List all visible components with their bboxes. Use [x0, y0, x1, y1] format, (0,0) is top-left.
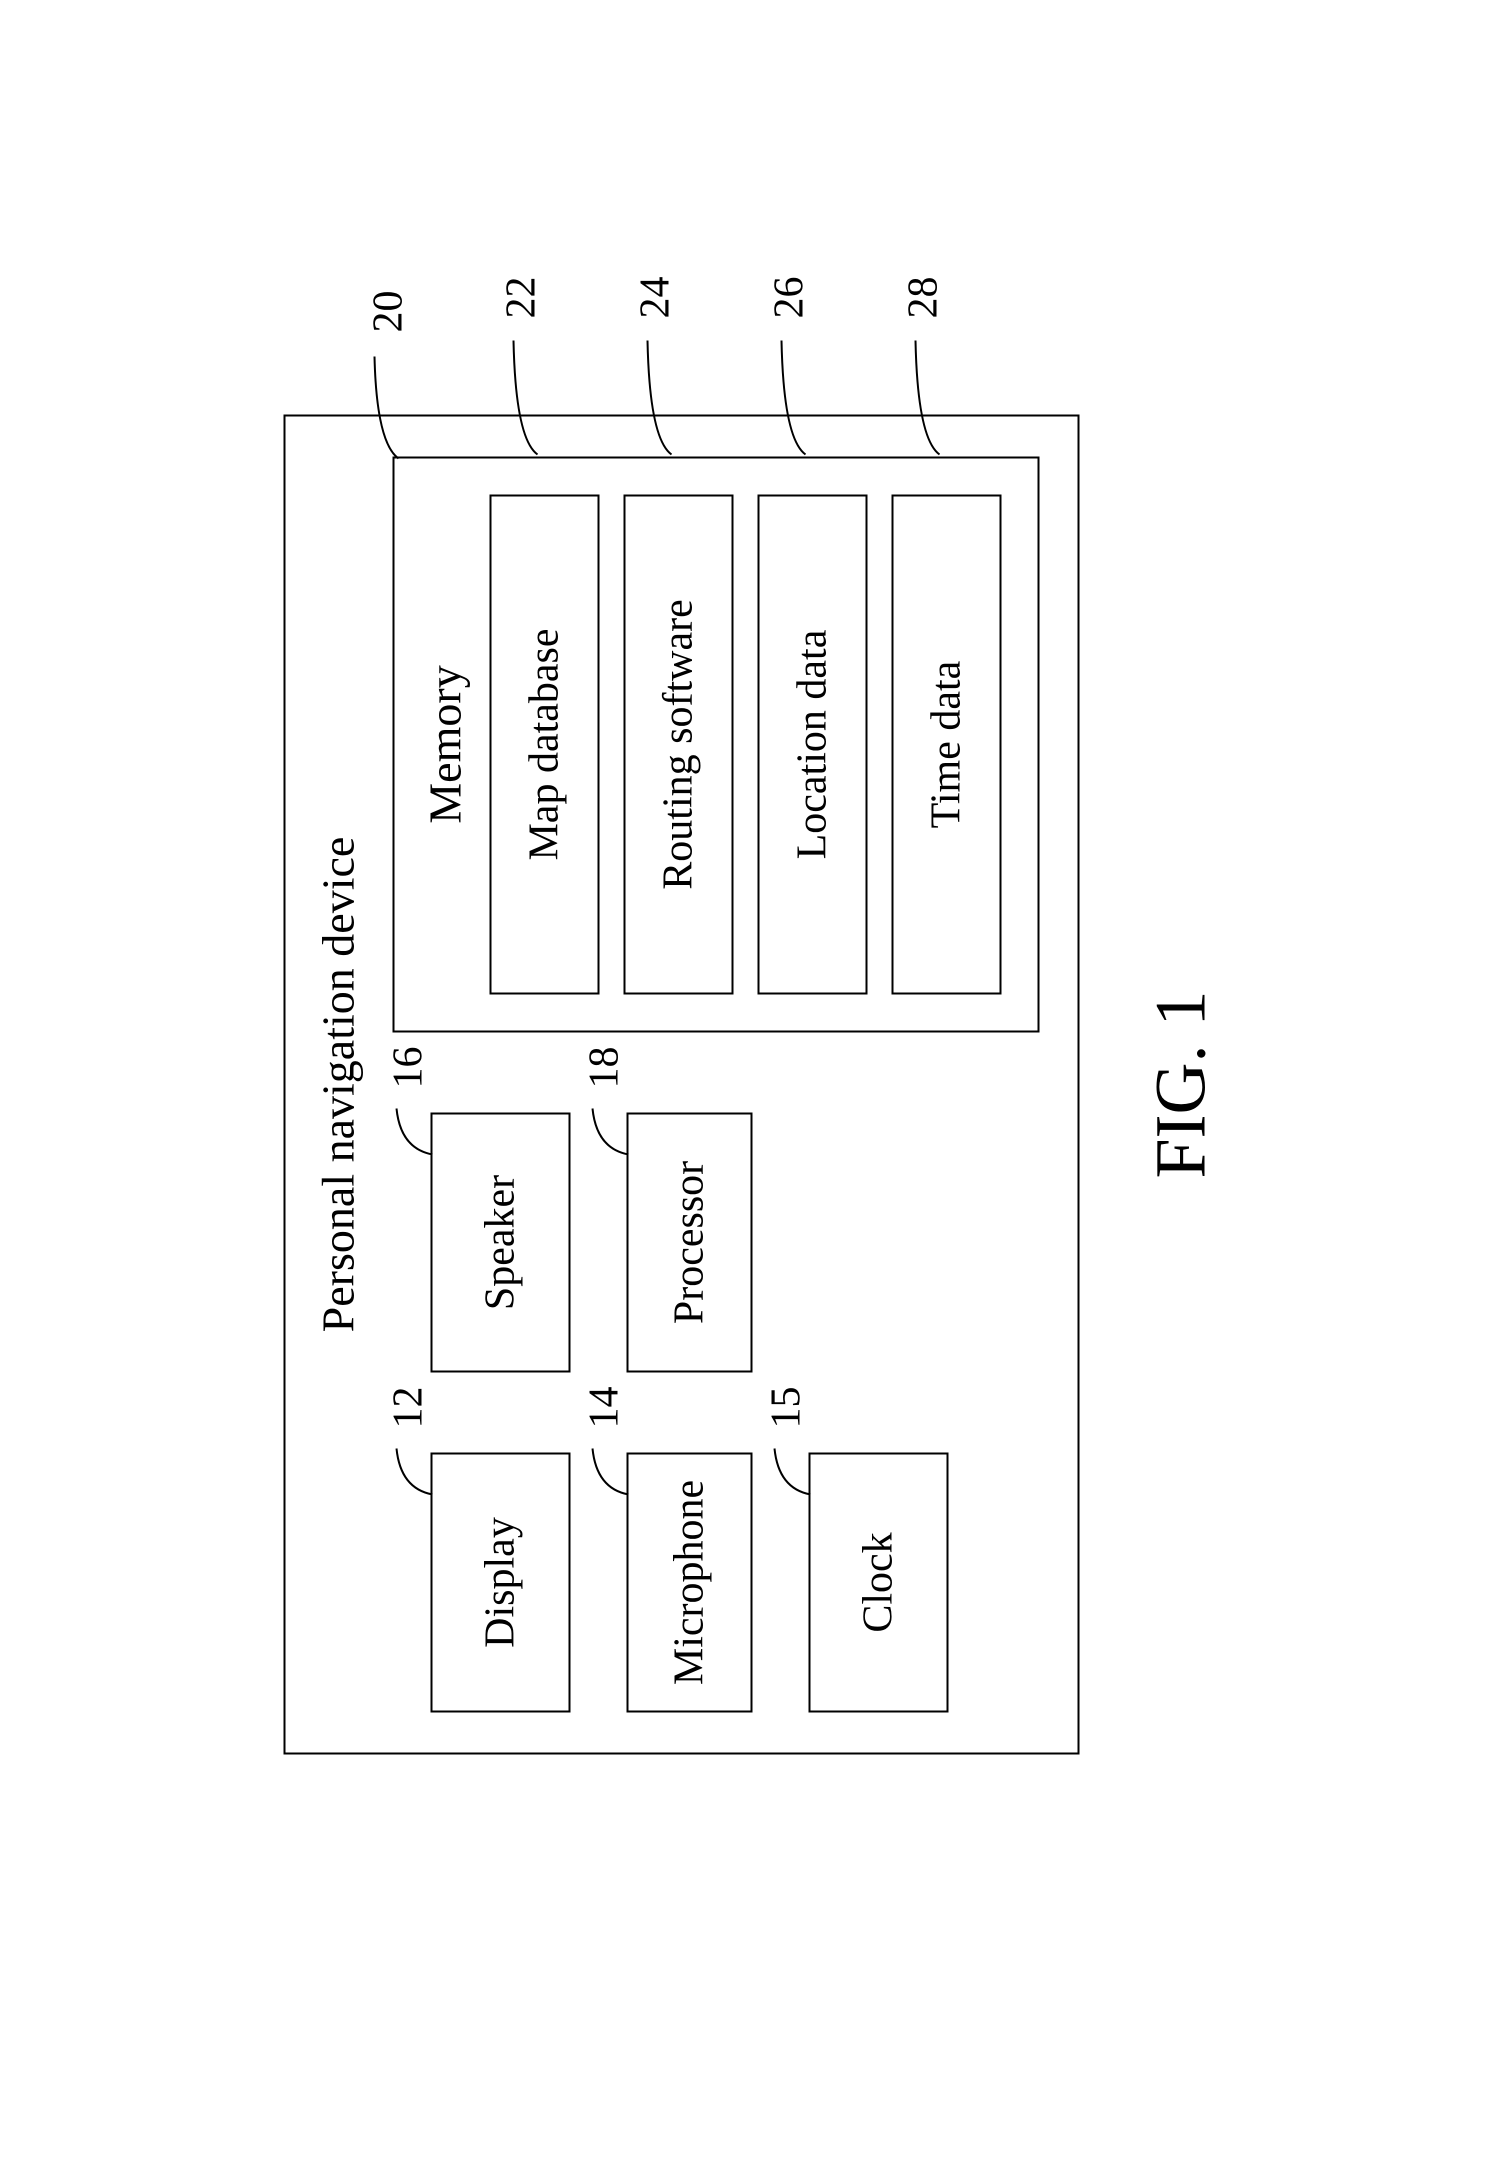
microphone-ref: 14: [581, 1386, 629, 1428]
col-3: 20 Memory 22 Map database: [393, 456, 1040, 1032]
speaker-ref: 16: [385, 1046, 433, 1088]
timedata-ref: 28: [900, 276, 948, 318]
leader-icon: [587, 1104, 633, 1164]
mapdb-ref: 22: [498, 276, 546, 318]
routing-ref: 24: [632, 276, 680, 318]
location-ref: 26: [766, 276, 814, 318]
timedata-block: Time data: [892, 494, 1002, 994]
speaker-wrap: 16 Speaker: [431, 1112, 571, 1372]
memory-wrap: 20 Memory 22 Map database: [393, 456, 1040, 1032]
col-2: 16 Speaker 18 Processor: [393, 1112, 753, 1372]
clock-block: Clock: [809, 1452, 949, 1712]
leader-icon: [369, 352, 409, 462]
clock-ref: 15: [763, 1386, 811, 1428]
leader-icon: [587, 1444, 633, 1504]
memory-ref: 20: [365, 290, 413, 332]
speaker-block: Speaker: [431, 1112, 571, 1372]
memory-box: Memory 22 Map database: [393, 456, 1040, 1032]
microphone-block: Microphone: [627, 1452, 753, 1712]
device-box: Personal navigation device 12 Display 14: [284, 414, 1080, 1754]
col-1: 12 Display 14 Microphone 15 Clock: [393, 1452, 949, 1712]
mapdb-block: Map database: [490, 494, 600, 994]
timedata-wrap: 28 Time data: [892, 494, 1002, 994]
leader-icon: [508, 334, 548, 458]
routing-block: Routing software: [624, 494, 734, 994]
processor-ref: 18: [581, 1046, 629, 1088]
columns: 12 Display 14 Microphone 15 Clock: [393, 456, 1040, 1712]
device-title: Personal navigation device: [312, 456, 365, 1712]
leader-icon: [776, 334, 816, 458]
memory-title: Memory: [419, 494, 472, 994]
display-block: Display: [431, 1452, 571, 1712]
clock-wrap: 15 Clock: [809, 1452, 949, 1712]
figure-wrapper: Personal navigation device 12 Display 14: [284, 414, 1223, 1754]
mapdb-wrap: 22 Map database: [490, 494, 600, 994]
leader-icon: [391, 1444, 437, 1504]
figure-caption: FIG. 1: [1140, 990, 1223, 1178]
processor-block: Processor: [627, 1112, 753, 1372]
location-wrap: 26 Location data: [758, 494, 868, 994]
leader-icon: [391, 1104, 437, 1164]
leader-icon: [642, 334, 682, 458]
microphone-wrap: 14 Microphone: [627, 1452, 753, 1712]
processor-wrap: 18 Processor: [627, 1112, 753, 1372]
display-wrap: 12 Display: [431, 1452, 571, 1712]
leader-icon: [769, 1444, 815, 1504]
display-ref: 12: [385, 1386, 433, 1428]
leader-icon: [910, 334, 950, 458]
routing-wrap: 24 Routing software: [624, 494, 734, 994]
location-block: Location data: [758, 494, 868, 994]
